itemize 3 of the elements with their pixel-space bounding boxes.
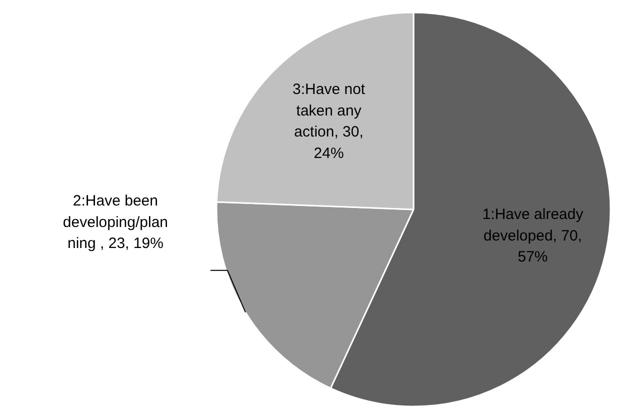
slice-label: 3:Have not taken any action, 30, 24% bbox=[292, 81, 366, 162]
slice-label: 2:Have been developing/planning , 23, 19% bbox=[62, 192, 168, 252]
slice-label: 1:Have already developed, 70, 57% bbox=[482, 206, 584, 266]
